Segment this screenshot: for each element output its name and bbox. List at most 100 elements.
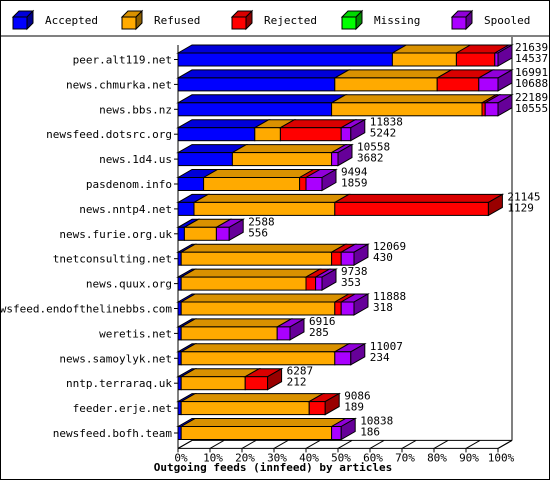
bar-news-chmurka-net-rejected bbox=[436, 77, 480, 92]
accepted-articles-label: 212 bbox=[287, 376, 307, 389]
bar-news-1d4-us-side bbox=[337, 143, 353, 167]
accepted-articles-label: 10688 bbox=[515, 77, 548, 90]
bar-nntp-terraraq-uk-side bbox=[267, 367, 283, 391]
bar-weretis-net-refused-top bbox=[179, 318, 294, 328]
bar-newsfeed-dotsrc-org-rejected bbox=[279, 127, 342, 142]
category-label: news.chmurka.net bbox=[66, 78, 172, 91]
x-tick-label: 100% bbox=[488, 451, 515, 464]
category-label: news.furie.org.uk bbox=[59, 228, 172, 241]
total-articles-label: 12069 bbox=[373, 240, 406, 253]
x-tick-label: 30% bbox=[267, 451, 287, 464]
bar-weretis-net-side bbox=[289, 318, 305, 341]
bar-news-chmurka-net-accepted bbox=[177, 77, 336, 92]
category-label: tnetconsulting.net bbox=[53, 253, 172, 266]
bar-news-chmurka-net-side bbox=[497, 69, 513, 92]
bar-tnetconsulting-net-rejected bbox=[331, 251, 342, 266]
bar-news-1d4-us-refused bbox=[231, 152, 333, 167]
category-label: peer.alt119.net bbox=[73, 54, 172, 67]
total-articles-label: 11888 bbox=[373, 290, 406, 303]
bar-news-samoylyk-net-side bbox=[350, 342, 366, 366]
legend-refused-swatch bbox=[121, 16, 137, 30]
bar-news-quux-org-refused bbox=[180, 276, 307, 291]
accepted-articles-label: 1129 bbox=[507, 201, 534, 214]
category-label: weretis.net bbox=[99, 327, 172, 340]
bar-pasdenom-info-spooled bbox=[305, 177, 323, 191]
total-articles-label: 11007 bbox=[370, 340, 403, 353]
legend-spooled-label: Spooled bbox=[484, 14, 530, 27]
bar-pasdenom-info-side bbox=[321, 168, 337, 192]
x-tick-depth bbox=[401, 439, 417, 449]
bar-news-furie-org-uk-spooled bbox=[215, 226, 230, 241]
bar-news-chmurka-net-accepted-top bbox=[176, 69, 351, 79]
bar-newsfeed-bofh-team-refused bbox=[180, 426, 333, 440]
bar-news-chmurka-net-spooled bbox=[478, 77, 499, 92]
accepted-articles-label: 10555 bbox=[515, 102, 548, 115]
bar-news-quux-org-spooled bbox=[315, 276, 323, 291]
legend-rejected-label: Rejected bbox=[264, 14, 317, 27]
x-tick-depth bbox=[337, 439, 353, 449]
bar-news-chmurka-net-refused bbox=[334, 77, 438, 92]
total-articles-label: 10838 bbox=[360, 415, 393, 428]
bar-pasdenom-info-accepted bbox=[177, 177, 205, 191]
bar-news-quux-org-side bbox=[321, 268, 337, 291]
legend-rejected-swatch bbox=[231, 16, 247, 30]
total-articles-label: 2588 bbox=[248, 215, 275, 228]
category-label: news.bbs.nz bbox=[99, 103, 172, 116]
bar-peer-alt119-net-side bbox=[497, 44, 513, 67]
x-tick-label: 70% bbox=[395, 451, 415, 464]
accepted-articles-label: 3682 bbox=[357, 152, 384, 165]
bar-news-nntp4-net-rejected bbox=[334, 201, 489, 216]
bar-feeder-erje-net-refused bbox=[180, 401, 310, 416]
bar-peer-alt119-net-rejected bbox=[455, 52, 496, 67]
bar-news-bbs-nz-spooled bbox=[484, 102, 499, 117]
accepted-articles-label: 430 bbox=[373, 251, 393, 264]
total-articles-label: 11838 bbox=[370, 116, 403, 129]
bar-news-bbs-nz-refused bbox=[331, 102, 483, 117]
bar-tnetconsulting-net-refused bbox=[180, 251, 333, 266]
x-tick-depth bbox=[273, 439, 289, 449]
total-articles-label: 21145 bbox=[507, 190, 540, 203]
bar-news-samoylyk-net-refused bbox=[180, 351, 336, 366]
x-tick-label: 80% bbox=[427, 451, 447, 464]
total-articles-label: 9086 bbox=[344, 390, 371, 403]
bar-newsfeed-endofthelinebbs-com-refused bbox=[180, 301, 336, 316]
category-label: pasdenom.info bbox=[86, 178, 172, 191]
bar-news-bbs-nz-refused-top bbox=[329, 94, 498, 104]
x-tick-depth bbox=[177, 439, 193, 449]
bar-newsfeed-endofthelinebbs-com-side bbox=[353, 293, 369, 316]
bar-newsfeed-dotsrc-org-side bbox=[350, 118, 366, 142]
bar-news-bbs-nz-accepted-top bbox=[176, 94, 348, 104]
bar-news-furie-org-uk-side bbox=[228, 218, 244, 242]
x-tick-depth bbox=[209, 439, 225, 449]
bar-news-samoylyk-net-refused-top bbox=[179, 343, 351, 353]
category-label: newsfeed.bofh.team bbox=[53, 427, 173, 440]
accepted-articles-label: 5242 bbox=[370, 127, 397, 140]
bar-news-bbs-nz-side bbox=[497, 93, 513, 117]
total-articles-label: 9494 bbox=[341, 166, 368, 179]
bar-tnetconsulting-net-side bbox=[353, 243, 369, 267]
legend-missing-swatch bbox=[341, 16, 357, 30]
category-label: newsfeed.dotsrc.org bbox=[46, 128, 172, 141]
legend-accepted-label: Accepted bbox=[45, 14, 98, 27]
bar-nntp-terraraq-uk-refused bbox=[180, 376, 246, 391]
bar-tnetconsulting-net-spooled bbox=[340, 251, 355, 266]
x-tick-depth bbox=[497, 439, 513, 449]
accepted-articles-label: 556 bbox=[248, 226, 268, 239]
bar-news-nntp4-net-accepted bbox=[177, 201, 195, 216]
bar-newsfeed-bofh-team-spooled bbox=[331, 426, 342, 440]
bar-news-nntp4-net-refused-top bbox=[192, 193, 351, 203]
bar-news-1d4-us-accepted bbox=[177, 152, 233, 167]
x-tick-label: 50% bbox=[331, 451, 351, 464]
bar-news-samoylyk-net-spooled bbox=[334, 351, 352, 366]
category-label: nntp.terraraq.uk bbox=[66, 377, 172, 390]
x-tick-depth bbox=[305, 439, 321, 449]
bar-news-furie-org-uk-refused bbox=[183, 226, 217, 241]
legend-missing-label: Missing bbox=[374, 14, 420, 27]
bar-feeder-erje-net-side bbox=[324, 392, 340, 416]
bar-feeder-erje-net-refused-top bbox=[179, 393, 326, 403]
bar-news-quux-org-rejected bbox=[305, 276, 317, 291]
bar-pasdenom-info-refused-top bbox=[201, 169, 316, 178]
bar-peer-alt119-net-refused bbox=[391, 52, 457, 67]
